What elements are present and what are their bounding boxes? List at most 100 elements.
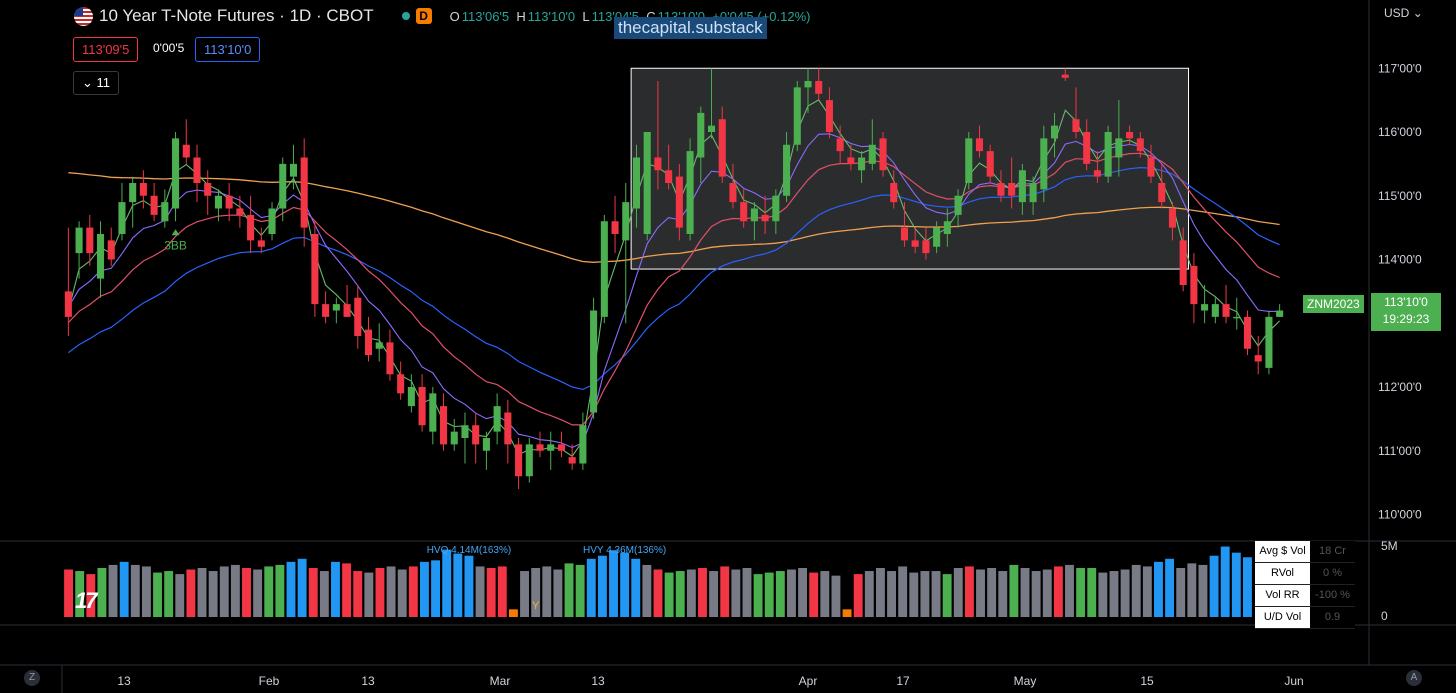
volume-bar: [153, 572, 162, 617]
candle-body: [504, 412, 512, 445]
ask-price-box[interactable]: 113'10'0: [195, 37, 261, 62]
candle-body: [386, 342, 394, 375]
volume-bar: [331, 561, 340, 617]
signal-label: Y: [532, 600, 540, 612]
volume-bar: [353, 571, 363, 617]
volume-bar: [1187, 563, 1197, 617]
volume-bar: [609, 550, 618, 617]
candle-body: [1254, 355, 1262, 362]
volume-bar: [764, 572, 774, 617]
volume-bar: [564, 563, 574, 617]
candle-body: [322, 304, 330, 317]
candle-body: [161, 202, 169, 222]
volume-bar: [631, 558, 641, 617]
candle-body: [600, 221, 608, 317]
volume-bar: [242, 567, 251, 617]
volume-bar: [141, 566, 151, 617]
candle-body: [740, 202, 748, 222]
volume-bar: [486, 567, 496, 617]
candle-body: [96, 234, 105, 279]
candle-body: [236, 208, 244, 215]
candle-body: [772, 195, 780, 222]
time-tick-label: 13: [361, 674, 375, 688]
candle-body: [686, 151, 694, 234]
time-tick-label: Apr: [799, 674, 818, 688]
volume-bar: [575, 564, 585, 617]
market-status-icon: [401, 12, 410, 20]
candle-body: [482, 438, 490, 451]
volume-bar: [898, 566, 908, 617]
candle-body: [707, 125, 716, 132]
volume-bar: [75, 571, 85, 617]
volume-bar: [698, 567, 707, 617]
volume-bar: [1231, 552, 1241, 617]
volume-bar: [675, 571, 685, 617]
candle-body: [397, 374, 405, 394]
volume-bar: [342, 563, 352, 617]
volume-bar: [820, 571, 830, 617]
candle-body: [847, 157, 855, 164]
volume-bar: [208, 571, 218, 617]
time-tick-label: Feb: [259, 674, 280, 688]
candle-body: [1104, 132, 1112, 177]
candle-body: [1040, 138, 1048, 190]
candles-group: [64, 68, 1284, 489]
indicators-toggle-button[interactable]: ⌄ 11: [73, 71, 119, 95]
volume-bar: [1176, 567, 1186, 617]
table-row: Vol RR -100 %: [1255, 585, 1355, 607]
candle-body: [1018, 170, 1026, 203]
table-row: RVol 0 %: [1255, 563, 1355, 585]
candle-body: [364, 329, 373, 356]
candle-body: [1126, 132, 1134, 139]
volume-bar: [1042, 569, 1052, 617]
symbol-title[interactable]: 10 Year T-Note Futures · 1D · CBOT: [99, 6, 374, 25]
auto-scale-button[interactable]: A: [1406, 670, 1422, 686]
time-tick-label: Jun: [1284, 674, 1303, 688]
candle-body: [268, 208, 276, 234]
symbol-tag: ZNM2023: [1303, 295, 1364, 313]
candle-body: [965, 138, 973, 183]
candle-body: [257, 240, 265, 247]
volume-bar: [920, 571, 930, 617]
bid-price-box[interactable]: 113'09'5: [73, 37, 139, 62]
volume-bar: [1131, 564, 1141, 617]
time-tick-label: 17: [896, 674, 910, 688]
chevron-down-icon: ⌄: [81, 75, 93, 90]
candle-body: [858, 157, 866, 171]
volume-bar: [553, 569, 563, 617]
volume-bar: [798, 567, 808, 617]
candle-body: [654, 157, 662, 171]
volume-bar: [386, 566, 396, 617]
volume-bar: [164, 571, 174, 617]
candle-body: [118, 202, 126, 234]
volume-bar: [375, 567, 385, 617]
candle-body: [139, 183, 147, 196]
candle-body: [343, 304, 351, 317]
candle-body: [729, 183, 737, 203]
last-price-tag: 113'10'0 19:29:23: [1371, 293, 1441, 331]
volume-bar: [1142, 566, 1152, 617]
volume-bar: [686, 569, 696, 617]
volume-bar: [1242, 557, 1252, 617]
time-tick-label: May: [1014, 674, 1037, 688]
candle-body: [986, 151, 994, 177]
time-tick-label: 13: [117, 674, 131, 688]
candle-body: [1136, 138, 1144, 152]
zoom-button[interactable]: Z: [24, 670, 40, 686]
volume-bar: [664, 572, 674, 617]
tradingview-logo: 17: [75, 588, 98, 613]
candle-body: [718, 119, 726, 177]
volume-bar: [653, 569, 663, 617]
volume-bar: [942, 574, 952, 617]
time-tick-label: 15: [1140, 674, 1154, 688]
volume-bar: [230, 564, 240, 617]
volume-bar: [175, 574, 185, 617]
currency-label[interactable]: USD ⌄: [1384, 6, 1423, 20]
candle-body: [225, 195, 233, 209]
volume-bar: [264, 566, 274, 617]
candle-body: [900, 227, 909, 241]
candle-body: [1083, 132, 1091, 164]
volume-bar: [531, 567, 541, 617]
volume-bar: [431, 560, 441, 617]
